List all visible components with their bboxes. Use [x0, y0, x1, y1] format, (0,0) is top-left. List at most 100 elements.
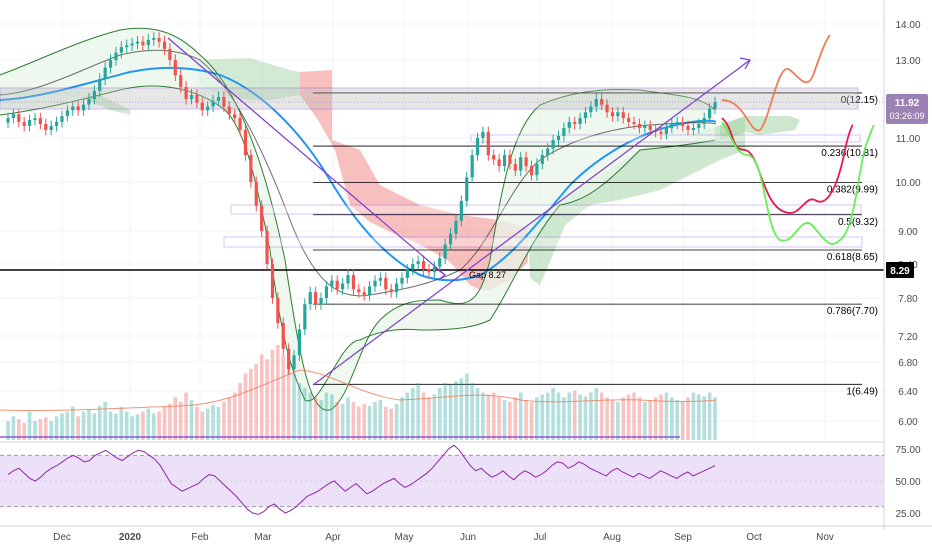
volume-bar: [702, 396, 707, 440]
candle: [27, 114, 32, 132]
candle: [486, 126, 490, 161]
candle: [108, 54, 113, 74]
candle-body: [297, 329, 302, 356]
candle-body: [362, 292, 366, 296]
candle-body: [470, 155, 474, 178]
candle-body: [389, 289, 393, 293]
candle: [443, 238, 447, 265]
rsi-pane: [0, 444, 884, 515]
candle: [421, 255, 426, 276]
volume-bar: [346, 397, 350, 440]
trend-line-up: [312, 59, 751, 386]
candle-body: [443, 244, 447, 259]
volume-bar: [621, 397, 626, 440]
candle-body: [524, 157, 528, 167]
candle: [535, 158, 539, 181]
candle-body: [697, 123, 701, 128]
candle: [141, 35, 145, 52]
volume-bar: [65, 411, 70, 440]
volume-bar: [297, 383, 302, 440]
fibonacci-levels: 0(12.15) 0.236(10.81) 0.382(9.99) 0.5(9.32)…: [313, 92, 878, 397]
candle: [540, 149, 544, 170]
candle-body: [400, 277, 404, 284]
time-tick-label: 2020: [119, 532, 142, 543]
candle-body: [6, 118, 10, 123]
volume-bar: [351, 402, 356, 440]
candle: [681, 116, 685, 132]
price-tick-label: 6.40: [898, 387, 918, 398]
volume-bar: [16, 419, 21, 440]
zone-lower2: [223, 236, 863, 248]
volume-bar: [324, 392, 329, 440]
volume-bar: [87, 409, 91, 440]
candle-body: [508, 155, 512, 164]
volume-bar: [648, 400, 653, 440]
volume-bar: [599, 392, 604, 440]
fib-label-1: 1(6.49): [846, 386, 878, 397]
candle-body: [427, 269, 431, 273]
candle: [346, 269, 350, 290]
candle: [281, 317, 285, 355]
volume-bar: [643, 402, 647, 440]
volume-bar: [211, 404, 215, 440]
rsi-tick-label: 75.00: [895, 445, 920, 456]
volume-bar: [357, 406, 361, 440]
volume-bar: [589, 392, 593, 440]
candle: [551, 134, 555, 155]
candle: [389, 283, 393, 298]
candle-body: [529, 166, 534, 176]
time-tick-label: Jun: [460, 532, 476, 543]
candle-body: [367, 286, 372, 296]
candle-body: [346, 275, 350, 284]
candle-body: [189, 94, 194, 99]
candle: [38, 112, 42, 130]
volume-bar: [114, 413, 118, 440]
bollinger-fill: [0, 28, 715, 411]
candle-body: [270, 264, 275, 298]
volume-bar: [470, 383, 474, 440]
candle-body: [702, 118, 706, 124]
candle-body: [44, 123, 48, 130]
candle: [438, 252, 442, 273]
candle: [260, 200, 264, 237]
candle: [465, 171, 469, 207]
candle: [189, 89, 194, 105]
candle: [648, 120, 652, 136]
volume-bar: [259, 354, 264, 440]
volume-bar: [38, 419, 43, 440]
candle: [373, 275, 377, 292]
candle: [405, 264, 409, 284]
candle-body: [211, 100, 215, 107]
volume-bar: [335, 402, 340, 440]
candle-body: [405, 269, 409, 278]
candle: [573, 116, 577, 130]
time-tick-label: Oct: [746, 532, 762, 543]
candle: [502, 149, 507, 172]
trend-lines: [167, 37, 751, 386]
volume-bar: [524, 400, 528, 440]
candle: [427, 264, 431, 278]
candle: [546, 143, 550, 161]
candle: [270, 258, 275, 304]
volume-bar: [200, 411, 205, 440]
volume-bar: [81, 411, 86, 440]
candle: [367, 280, 372, 301]
volume-bar: [108, 411, 113, 440]
volume-bar: [367, 405, 372, 440]
candle: [65, 105, 69, 122]
candle-body: [49, 125, 53, 130]
candle-body: [357, 289, 361, 293]
candle: [583, 106, 588, 124]
candle: [206, 101, 210, 116]
candle: [589, 101, 593, 118]
candle: [594, 93, 598, 112]
price-tick-label: 9.00: [898, 227, 918, 238]
rsi-tick-label: 25.00: [895, 509, 920, 520]
volume-bar: [626, 394, 631, 440]
last-price-countdown: 03:26:09: [889, 111, 924, 121]
volume-bar: [216, 406, 221, 440]
volume-bar: [427, 397, 431, 440]
volume-bar: [578, 394, 582, 440]
candle: [179, 69, 183, 93]
